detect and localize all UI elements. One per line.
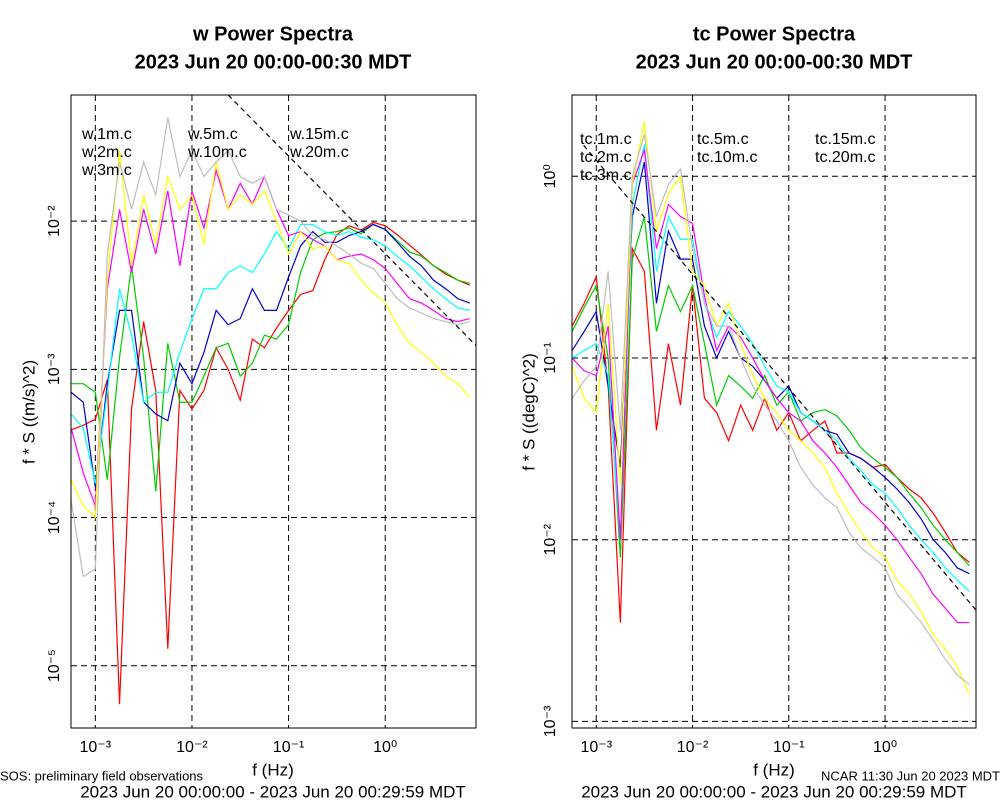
y-tick-label: 10⁻⁵: [46, 649, 63, 682]
series-line: [71, 223, 470, 492]
y-tick-label: 10⁻²: [542, 523, 559, 555]
x-tick-label: 10⁻¹: [273, 739, 305, 756]
note-right: NCAR 11:30 Jun 20 2023 MDT: [821, 768, 1000, 783]
y-axis-label: f * S ((degC)^2): [519, 353, 538, 471]
series-line: [572, 134, 970, 685]
series-line: [572, 216, 970, 567]
series-line: [71, 150, 471, 519]
note-left: SOS: preliminary field observations: [0, 768, 204, 783]
y-tick-label: 10⁻¹: [542, 342, 559, 374]
legend-entry: w.5m.c: [187, 126, 238, 143]
reference-line: [583, 144, 976, 611]
legend-entry: w.3m.c: [81, 162, 132, 179]
series-line: [572, 121, 970, 696]
series-line: [71, 223, 470, 484]
legend-entry: w.20m.c: [289, 144, 349, 161]
chart-title: tc Power Spectra: [693, 23, 856, 45]
footnote: 2023 Jun 20 00:00:00 - 2023 Jun 20 00:29…: [80, 782, 466, 800]
x-tick-label: 10⁻²: [677, 739, 709, 756]
legend-entry: tc.20m.c: [815, 149, 875, 166]
legend-entry: w.15m.c: [289, 126, 349, 143]
y-tick-label: 10⁻⁴: [46, 501, 63, 534]
legend-entry: tc.3m.c: [580, 167, 632, 184]
x-tick-label: 10⁰: [373, 739, 397, 756]
x-axis-label: f (Hz): [252, 760, 294, 779]
legend-entry: tc.10m.c: [697, 149, 757, 166]
x-tick-label: 10⁰: [873, 739, 897, 756]
series-line: [572, 149, 970, 624]
series-line: [572, 144, 970, 592]
y-tick-label: 10⁰: [542, 164, 559, 188]
legend-entry: tc.5m.c: [697, 131, 749, 148]
y-axis-label: f * S ((m/s)^2): [19, 360, 38, 464]
legend-entry: w.2m.c: [81, 144, 132, 161]
legend-entry: tc.2m.c: [580, 149, 632, 166]
plot-frame: [70, 94, 477, 729]
y-tick-label: 10⁻³: [542, 705, 559, 737]
legend-entry: tc.1m.c: [580, 131, 632, 148]
x-axis-label: f (Hz): [753, 760, 795, 779]
series-line: [71, 117, 470, 578]
legend-entry: w.1m.c: [81, 126, 132, 143]
plot-area: [572, 121, 976, 696]
chart-subtitle: 2023 Jun 20 00:00-00:30 MDT: [636, 51, 913, 73]
x-tick-label: 10⁻¹: [773, 739, 805, 756]
legend-entry: tc.15m.c: [815, 131, 875, 148]
legend-entry: w.10m.c: [187, 144, 247, 161]
series-line: [572, 246, 970, 623]
series-line: [71, 223, 470, 488]
chart-subtitle: 2023 Jun 20 00:00-00:30 MDT: [135, 51, 412, 73]
y-tick-label: 10⁻²: [46, 205, 63, 237]
series-line: [71, 221, 470, 705]
x-tick-label: 10⁻³: [580, 739, 612, 756]
chart-title: w Power Spectra: [192, 23, 354, 45]
x-tick-label: 10⁻³: [80, 739, 112, 756]
footnote: 2023 Jun 20 00:00:00 - 2023 Jun 20 00:29…: [581, 782, 967, 800]
x-tick-label: 10⁻²: [176, 739, 208, 756]
plot-frame: [571, 94, 977, 729]
reference-line: [227, 95, 476, 346]
y-tick-label: 10⁻³: [46, 353, 63, 385]
plot-area: [71, 95, 476, 705]
